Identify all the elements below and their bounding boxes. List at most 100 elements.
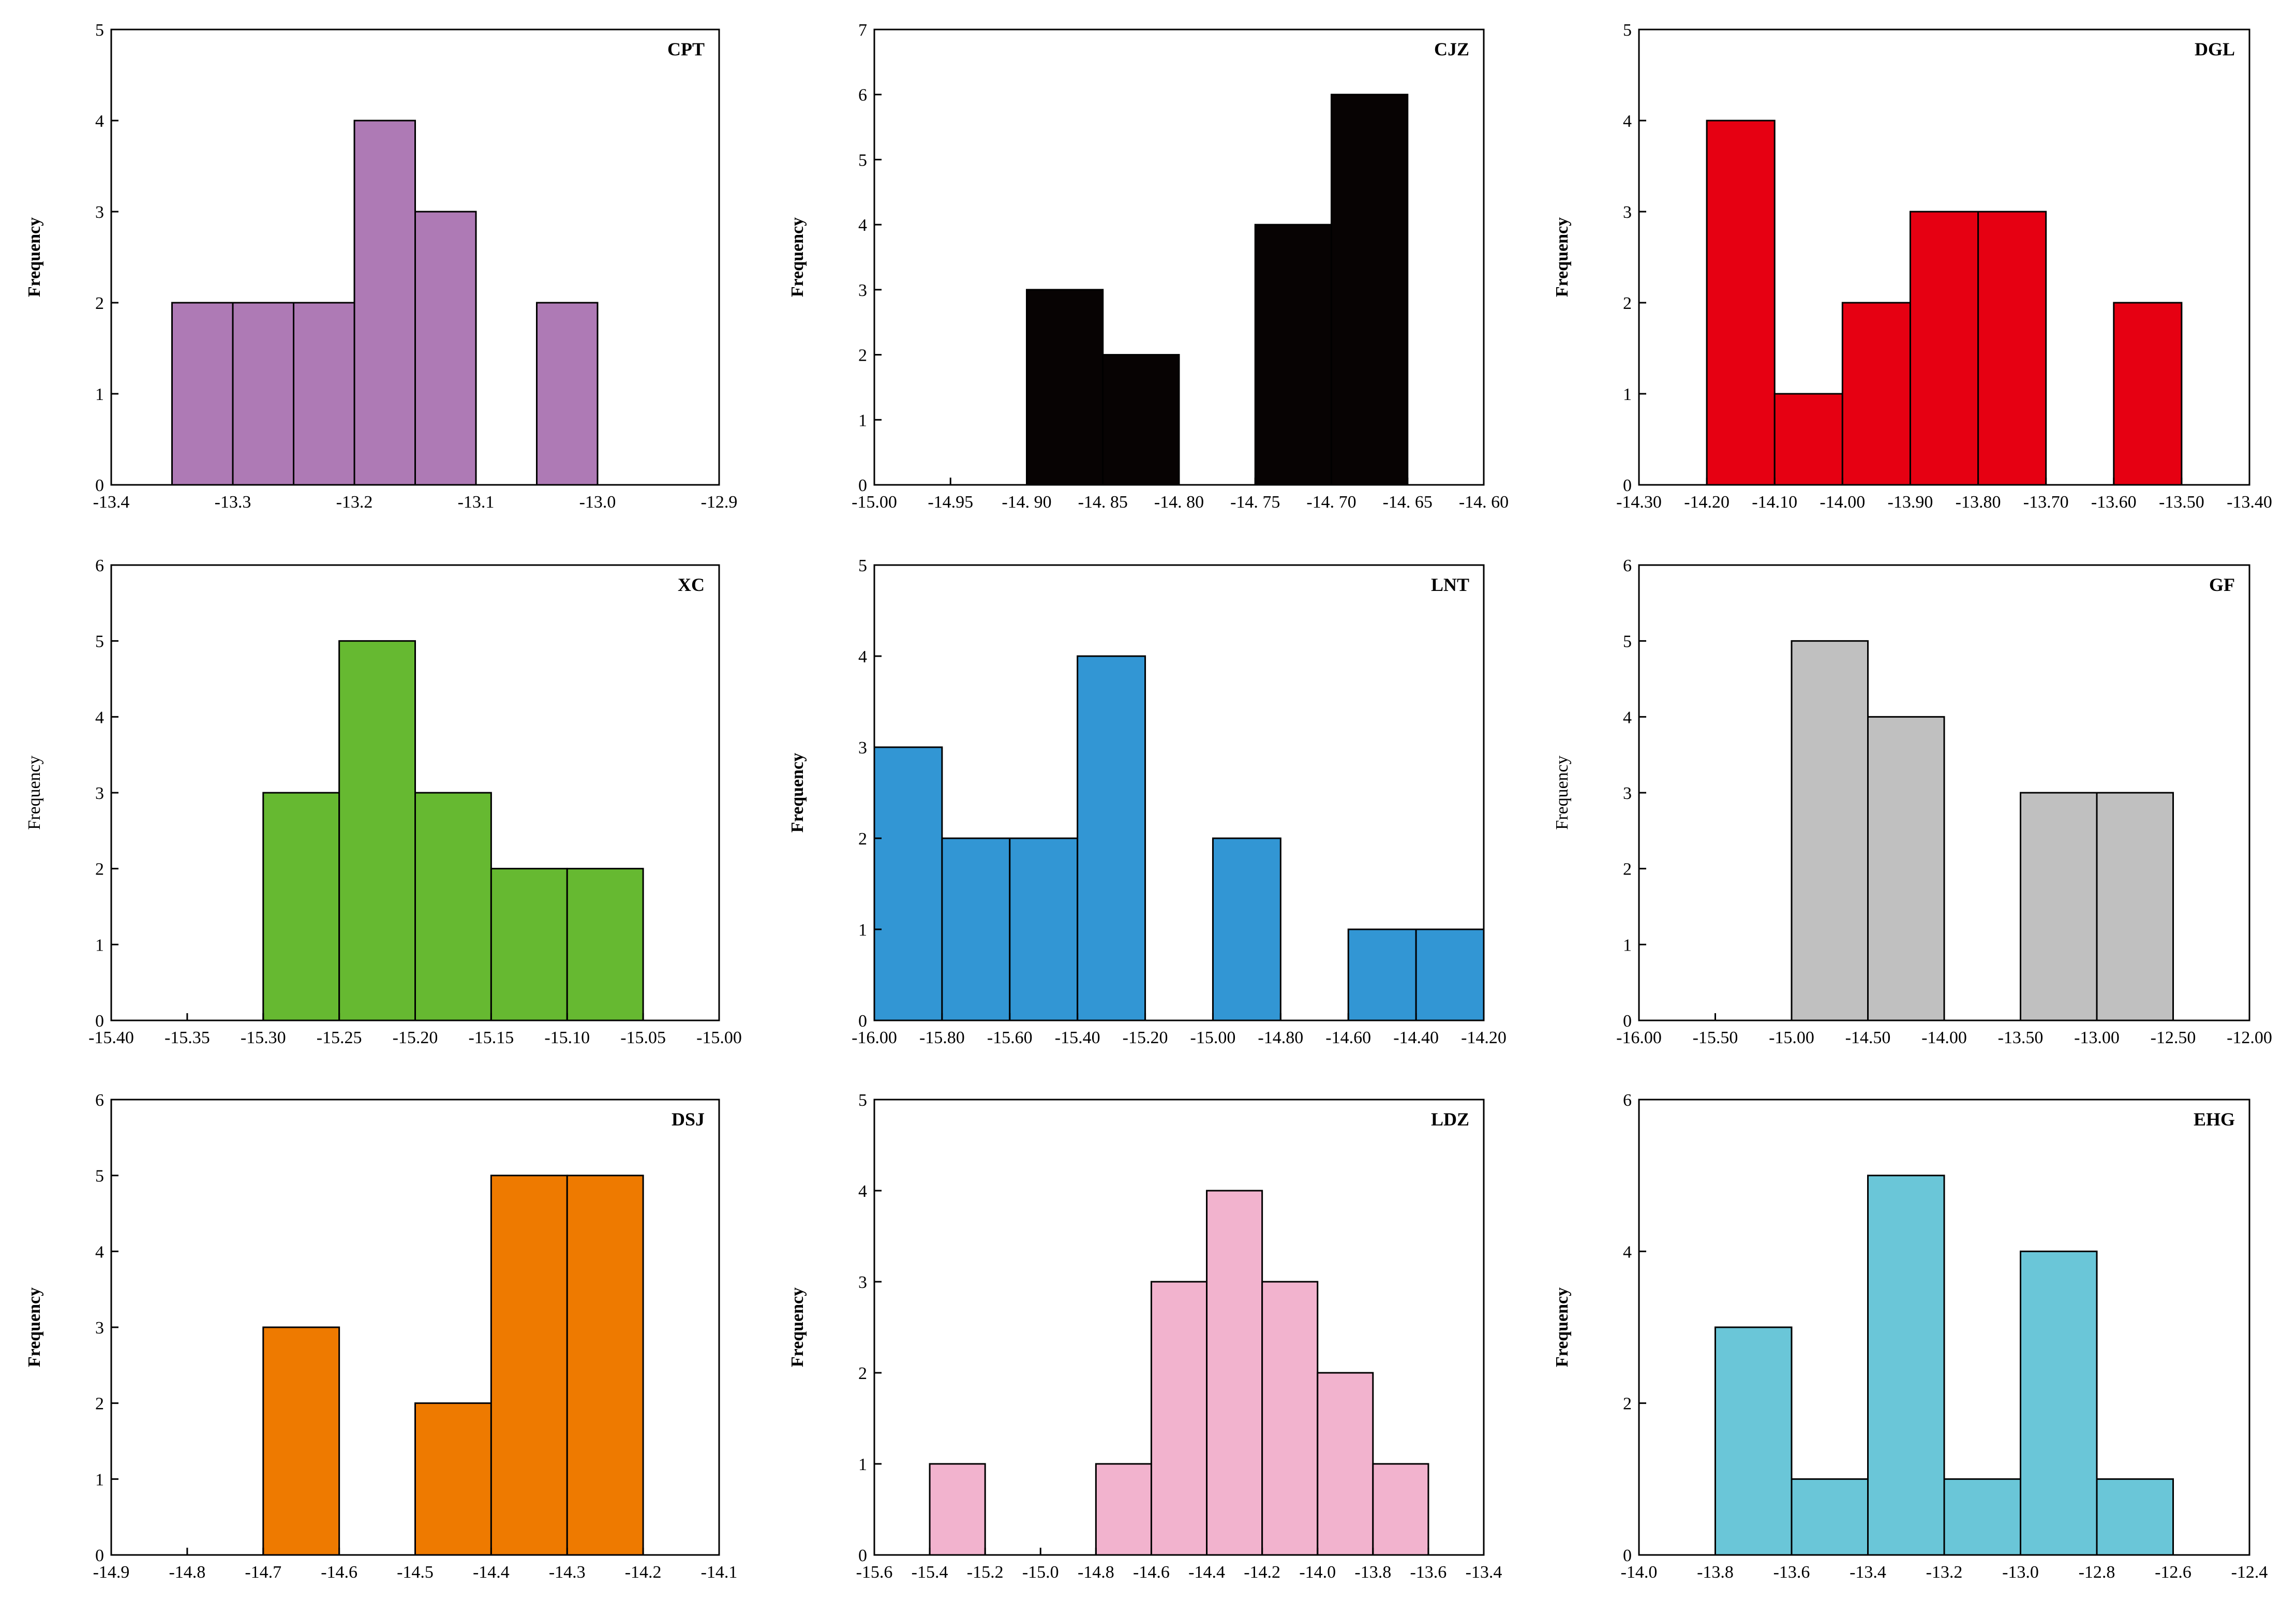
histogram-panel-lnt: -16.00 -15.80 -15.60 -15.40 -15.20 -15.00 -14.… (788, 556, 1507, 1047)
x-tick-label-xc-8: -15.00 (696, 1028, 742, 1047)
panel-title-dsj: DSJ (672, 1109, 705, 1130)
x-tick-label-gf-2: -15.00 (1769, 1028, 1814, 1047)
y-tick-label-cjz-4: 4 (858, 216, 867, 235)
y-tick-label-lnt-0: 0 (858, 1012, 867, 1031)
y-axis-label-lnt: Frequency (788, 753, 807, 833)
x-tick-label-lnt-1: -15.80 (919, 1028, 965, 1047)
x-tick-label-ehg-5: -13.0 (2002, 1563, 2039, 1582)
x-tick-label-cpt-0: -13.4 (93, 493, 130, 512)
histogram-bar-dsj-1 (414, 1402, 492, 1556)
y-tick-label-xc-6: 6 (95, 556, 104, 575)
x-tick-label-ldz-1: -15.4 (912, 1563, 948, 1582)
y-tick-label-cpt-5: 5 (95, 21, 104, 40)
plot-frame-dgl (1638, 28, 2250, 486)
plot-frame-ldz (873, 1099, 1485, 1556)
y-tick-label-dsj-0: 0 (95, 1546, 104, 1565)
y-tick-label-lnt-4: 4 (858, 647, 867, 666)
x-tick-label-cpt-2: -13.2 (336, 493, 373, 512)
plot-frame-cpt (110, 28, 720, 486)
histogram-bar-ehg-1 (1791, 1478, 1869, 1556)
y-tick-label-ehg-2: 4 (1623, 1242, 1632, 1262)
histogram-bar-gf-0 (1791, 640, 1869, 1021)
x-tick-label-ldz-5: -14.6 (1133, 1563, 1170, 1582)
y-axis-label-gf: Frequency (1553, 755, 1572, 830)
x-tick-label-cjz-8: -14. 60 (1459, 493, 1509, 512)
panel-title-xc: XC (678, 574, 705, 595)
x-tick-label-lnt-4: -15.20 (1123, 1028, 1168, 1047)
y-tick-label-dgl-5: 5 (1623, 21, 1632, 40)
panel-title-cpt: CPT (667, 39, 705, 60)
histogram-bar-xc-1 (338, 640, 416, 1021)
histogram-bar-lnt-6 (1415, 928, 1485, 1021)
histogram-panel-cpt: -13.4 -13.3 -13.2 -13.1 -13.0 -12.9 0 1 2 3 4 5 CPT F… (25, 21, 737, 512)
x-tick-label-xc-0: -15.40 (88, 1028, 134, 1047)
histogram-panel-ldz: -15.6 -15.4 -15.2 -15.0 -14.8 -14.6 -14.4 -14.2… (788, 1091, 1502, 1582)
y-tick-label-cpt-4: 4 (95, 112, 104, 131)
histogram-bar-dsj-3 (566, 1175, 644, 1556)
histogram-panel-dsj: -14.9 -14.8 -14.7 -14.6 -14.5 -14.4 -14.3 -14.2… (25, 1091, 737, 1582)
x-tick-label-ldz-10: -13.6 (1410, 1563, 1447, 1582)
y-tick-label-cpt-0: 0 (95, 476, 104, 495)
x-tick-label-ldz-7: -14.2 (1244, 1563, 1280, 1582)
x-tick-label-ldz-3: -15.0 (1022, 1563, 1059, 1582)
histogram-bar-dgl-1 (1773, 393, 1843, 486)
x-tick-label-lnt-7: -14.60 (1325, 1028, 1371, 1047)
x-tick-label-ldz-0: -15.6 (856, 1563, 893, 1582)
histogram-bar-dsj-2 (490, 1175, 568, 1556)
histogram-panel-ehg: -14.0 -13.8 -13.6 -13.4 -13.2 -13.0 -12.8 -12.6… (1553, 1091, 2268, 1582)
x-tick-label-lnt-9: -14.20 (1461, 1028, 1507, 1047)
histogram-bar-cpt-3 (353, 120, 416, 486)
y-tick-label-lnt-3: 3 (858, 738, 867, 758)
x-tick-label-dsj-7: -14.2 (625, 1563, 662, 1582)
x-tick-label-cjz-1: -14.95 (928, 493, 973, 512)
y-tick-label-xc-5: 5 (95, 632, 104, 651)
y-tick-label-dgl-2: 2 (1623, 294, 1632, 313)
y-tick-label-gf-5: 5 (1623, 632, 1632, 651)
y-tick-label-cpt-2: 2 (95, 294, 104, 313)
panel-title-dgl: DGL (2195, 39, 2235, 60)
y-tick-label-dsj-5: 5 (95, 1167, 104, 1186)
y-tick-label-ldz-0: 0 (858, 1546, 867, 1565)
histogram-bar-ehg-3 (1943, 1478, 2021, 1556)
histogram-bar-lnt-3 (1077, 655, 1146, 1021)
y-tick-label-gf-1: 1 (1623, 936, 1632, 955)
x-tick-label-cjz-6: -14. 70 (1306, 493, 1356, 512)
histogram-panel-dgl: -14.30 -14.20 -14.10 -14.00 -13.90 -13.80 -13.… (1553, 21, 2272, 512)
x-tick-label-gf-3: -14.50 (1845, 1028, 1891, 1047)
histogram-bar-ehg-5 (2096, 1478, 2174, 1556)
y-tick-label-dsj-6: 6 (95, 1091, 104, 1110)
y-tick-label-xc-4: 4 (95, 708, 104, 727)
histogram-bar-xc-2 (414, 792, 492, 1021)
y-axis-label-dgl: Frequency (1553, 217, 1572, 297)
y-axis-label-ldz: Frequency (788, 1287, 807, 1367)
y-axis-label-ehg: Frequency (1553, 1287, 1572, 1367)
panel-title-ldz: LDZ (1431, 1109, 1469, 1130)
histogram-bar-lnt-1 (941, 837, 1011, 1021)
x-tick-label-gf-8: -12.00 (2227, 1028, 2272, 1047)
y-tick-label-cjz-6: 6 (858, 86, 867, 105)
y-tick-label-cjz-7: 7 (858, 21, 867, 40)
y-tick-label-dgl-3: 3 (1623, 203, 1632, 222)
x-tick-label-ehg-0: -14.0 (1621, 1563, 1658, 1582)
x-tick-label-xc-1: -15.35 (165, 1028, 210, 1047)
histogram-bar-xc-4 (566, 868, 644, 1021)
x-tick-label-dsj-4: -14.5 (397, 1563, 434, 1582)
histogram-bar-gf-1 (1867, 716, 1945, 1021)
y-tick-label-gf-2: 2 (1623, 860, 1632, 879)
x-tick-label-dgl-7: -13.60 (2091, 493, 2137, 512)
x-tick-label-ldz-6: -14.4 (1188, 1563, 1225, 1582)
y-tick-label-lnt-1: 1 (858, 921, 867, 940)
histogram-bar-cjz-2 (1254, 224, 1332, 486)
y-tick-label-gf-3: 3 (1623, 784, 1632, 803)
histogram-bar-cjz-0 (1026, 289, 1104, 486)
histogram-bar-ldz-0 (929, 1463, 986, 1556)
panel-title-cjz: CJZ (1434, 39, 1469, 60)
panel-title-gf: GF (2209, 574, 2235, 595)
y-tick-label-ldz-2: 2 (858, 1364, 867, 1383)
x-tick-label-gf-5: -13.50 (1998, 1028, 2044, 1047)
x-tick-label-xc-3: -15.25 (317, 1028, 362, 1047)
histogram-bar-gf-2 (2020, 792, 2098, 1021)
histogram-bar-dgl-0 (1706, 120, 1776, 486)
y-tick-label-gf-0: 0 (1623, 1012, 1632, 1031)
